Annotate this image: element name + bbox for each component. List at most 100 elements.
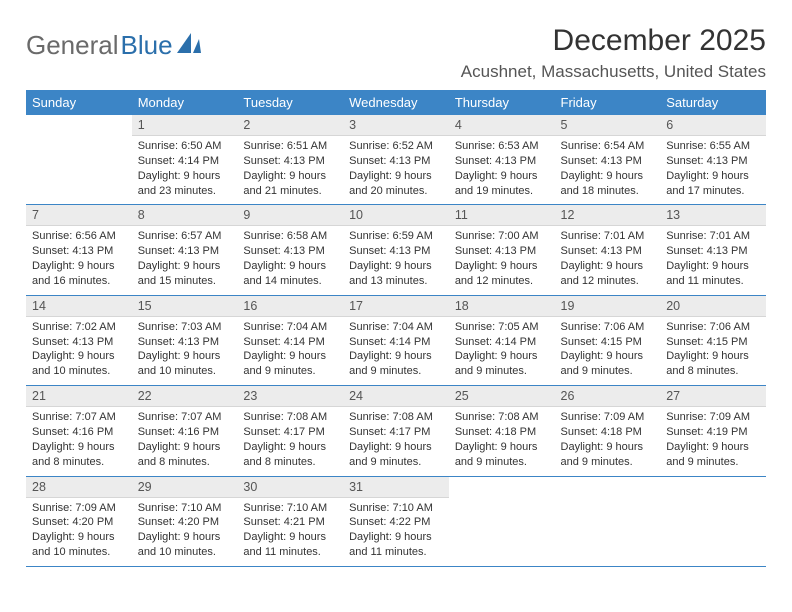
calendar-cell: 13Sunrise: 7:01 AMSunset: 4:13 PMDayligh…: [660, 205, 766, 295]
day-number: 4: [449, 115, 555, 136]
sunrise-line: Sunrise: 7:01 AM: [666, 229, 760, 244]
sunset-line: Sunset: 4:20 PM: [32, 515, 126, 530]
calendar-cell: 2Sunrise: 6:51 AMSunset: 4:13 PMDaylight…: [237, 115, 343, 205]
sunrise-line: Sunrise: 7:03 AM: [138, 320, 232, 335]
day-number: 2: [237, 115, 343, 136]
calendar-row: 21Sunrise: 7:07 AMSunset: 4:16 PMDayligh…: [26, 386, 766, 476]
day-number: 10: [343, 205, 449, 226]
calendar-cell: 25Sunrise: 7:08 AMSunset: 4:18 PMDayligh…: [449, 386, 555, 476]
sunrise-line: Sunrise: 7:04 AM: [349, 320, 443, 335]
sunrise-line: Sunrise: 7:09 AM: [32, 501, 126, 516]
day-details: Sunrise: 7:08 AMSunset: 4:18 PMDaylight:…: [449, 407, 555, 475]
daylight-line: Daylight: 9 hours and 20 minutes.: [349, 169, 443, 199]
sunset-line: Sunset: 4:13 PM: [349, 244, 443, 259]
day-number: 25: [449, 386, 555, 407]
sunrise-line: Sunrise: 7:08 AM: [455, 410, 549, 425]
daylight-line: Daylight: 9 hours and 10 minutes.: [138, 349, 232, 379]
sunset-line: Sunset: 4:13 PM: [32, 244, 126, 259]
sunset-line: Sunset: 4:13 PM: [561, 244, 655, 259]
daylight-line: Daylight: 9 hours and 19 minutes.: [455, 169, 549, 199]
day-details: Sunrise: 7:10 AMSunset: 4:21 PMDaylight:…: [237, 498, 343, 566]
calendar-cell: 19Sunrise: 7:06 AMSunset: 4:15 PMDayligh…: [555, 295, 661, 385]
daylight-line: Daylight: 9 hours and 18 minutes.: [561, 169, 655, 199]
sunset-line: Sunset: 4:17 PM: [243, 425, 337, 440]
calendar-cell: 20Sunrise: 7:06 AMSunset: 4:15 PMDayligh…: [660, 295, 766, 385]
day-details: Sunrise: 7:03 AMSunset: 4:13 PMDaylight:…: [132, 317, 238, 385]
sunrise-line: Sunrise: 6:57 AM: [138, 229, 232, 244]
sunrise-line: Sunrise: 6:59 AM: [349, 229, 443, 244]
logo-text-blue: Blue: [121, 30, 173, 61]
sunset-line: Sunset: 4:13 PM: [243, 154, 337, 169]
day-number-empty: [555, 477, 661, 497]
day-details: Sunrise: 7:08 AMSunset: 4:17 PMDaylight:…: [343, 407, 449, 475]
calendar-cell: 4Sunrise: 6:53 AMSunset: 4:13 PMDaylight…: [449, 115, 555, 205]
sunrise-line: Sunrise: 6:50 AM: [138, 139, 232, 154]
calendar-cell: 12Sunrise: 7:01 AMSunset: 4:13 PMDayligh…: [555, 205, 661, 295]
daylight-line: Daylight: 9 hours and 10 minutes.: [32, 349, 126, 379]
sunset-line: Sunset: 4:14 PM: [349, 335, 443, 350]
daylight-line: Daylight: 9 hours and 8 minutes.: [666, 349, 760, 379]
sunrise-line: Sunrise: 7:06 AM: [666, 320, 760, 335]
day-number: 17: [343, 296, 449, 317]
logo-text-general: General: [26, 30, 119, 61]
sunrise-line: Sunrise: 7:08 AM: [243, 410, 337, 425]
daylight-line: Daylight: 9 hours and 16 minutes.: [32, 259, 126, 289]
sunset-line: Sunset: 4:13 PM: [666, 154, 760, 169]
sunrise-line: Sunrise: 6:53 AM: [455, 139, 549, 154]
day-details: Sunrise: 7:05 AMSunset: 4:14 PMDaylight:…: [449, 317, 555, 385]
sunset-line: Sunset: 4:13 PM: [666, 244, 760, 259]
day-details: Sunrise: 7:04 AMSunset: 4:14 PMDaylight:…: [237, 317, 343, 385]
calendar-cell: 24Sunrise: 7:08 AMSunset: 4:17 PMDayligh…: [343, 386, 449, 476]
sunrise-line: Sunrise: 7:09 AM: [561, 410, 655, 425]
sunrise-line: Sunrise: 6:52 AM: [349, 139, 443, 154]
calendar-cell: 28Sunrise: 7:09 AMSunset: 4:20 PMDayligh…: [26, 476, 132, 566]
day-details: Sunrise: 6:57 AMSunset: 4:13 PMDaylight:…: [132, 226, 238, 294]
sunrise-line: Sunrise: 6:55 AM: [666, 139, 760, 154]
sunrise-line: Sunrise: 6:56 AM: [32, 229, 126, 244]
sunset-line: Sunset: 4:20 PM: [138, 515, 232, 530]
sunrise-line: Sunrise: 7:02 AM: [32, 320, 126, 335]
calendar-row: 1Sunrise: 6:50 AMSunset: 4:14 PMDaylight…: [26, 115, 766, 205]
sunrise-line: Sunrise: 6:54 AM: [561, 139, 655, 154]
weekday-header: Wednesday: [343, 90, 449, 115]
day-number: 3: [343, 115, 449, 136]
day-number: 1: [132, 115, 238, 136]
sunset-line: Sunset: 4:13 PM: [561, 154, 655, 169]
day-details: Sunrise: 6:58 AMSunset: 4:13 PMDaylight:…: [237, 226, 343, 294]
daylight-line: Daylight: 9 hours and 8 minutes.: [32, 440, 126, 470]
weekday-header: Monday: [132, 90, 238, 115]
daylight-line: Daylight: 9 hours and 10 minutes.: [32, 530, 126, 560]
sunrise-line: Sunrise: 7:10 AM: [243, 501, 337, 516]
day-details: Sunrise: 6:51 AMSunset: 4:13 PMDaylight:…: [237, 136, 343, 204]
day-number: 12: [555, 205, 661, 226]
calendar-cell: 14Sunrise: 7:02 AMSunset: 4:13 PMDayligh…: [26, 295, 132, 385]
day-details: Sunrise: 7:01 AMSunset: 4:13 PMDaylight:…: [660, 226, 766, 294]
day-number-empty: [26, 115, 132, 135]
calendar-cell: [660, 476, 766, 566]
calendar-cell: 22Sunrise: 7:07 AMSunset: 4:16 PMDayligh…: [132, 386, 238, 476]
day-number: 5: [555, 115, 661, 136]
day-details: Sunrise: 7:10 AMSunset: 4:20 PMDaylight:…: [132, 498, 238, 566]
day-number: 7: [26, 205, 132, 226]
logo-sail-icon: [177, 33, 205, 55]
day-number-empty: [660, 477, 766, 497]
day-number: 22: [132, 386, 238, 407]
calendar-cell: 31Sunrise: 7:10 AMSunset: 4:22 PMDayligh…: [343, 476, 449, 566]
sunset-line: Sunset: 4:21 PM: [243, 515, 337, 530]
daylight-line: Daylight: 9 hours and 11 minutes.: [666, 259, 760, 289]
day-number: 15: [132, 296, 238, 317]
sunset-line: Sunset: 4:13 PM: [455, 244, 549, 259]
day-number: 19: [555, 296, 661, 317]
daylight-line: Daylight: 9 hours and 9 minutes.: [455, 349, 549, 379]
calendar-cell: 1Sunrise: 6:50 AMSunset: 4:14 PMDaylight…: [132, 115, 238, 205]
calendar-cell: 3Sunrise: 6:52 AMSunset: 4:13 PMDaylight…: [343, 115, 449, 205]
sunrise-line: Sunrise: 7:10 AM: [349, 501, 443, 516]
calendar-cell: 5 Sunrise: 6:54 AMSunset: 4:13 PMDaylight…: [555, 115, 661, 205]
calendar-cell: 16Sunrise: 7:04 AMSunset: 4:14 PMDayligh…: [237, 295, 343, 385]
sunset-line: Sunset: 4:13 PM: [138, 244, 232, 259]
day-details: Sunrise: 6:55 AMSunset: 4:13 PMDaylight:…: [660, 136, 766, 204]
daylight-line: Daylight: 9 hours and 9 minutes.: [455, 440, 549, 470]
day-details: Sunrise: 6:53 AMSunset: 4:13 PMDaylight:…: [449, 136, 555, 204]
sunrise-line: Sunrise: 7:09 AM: [666, 410, 760, 425]
daylight-line: Daylight: 9 hours and 17 minutes.: [666, 169, 760, 199]
